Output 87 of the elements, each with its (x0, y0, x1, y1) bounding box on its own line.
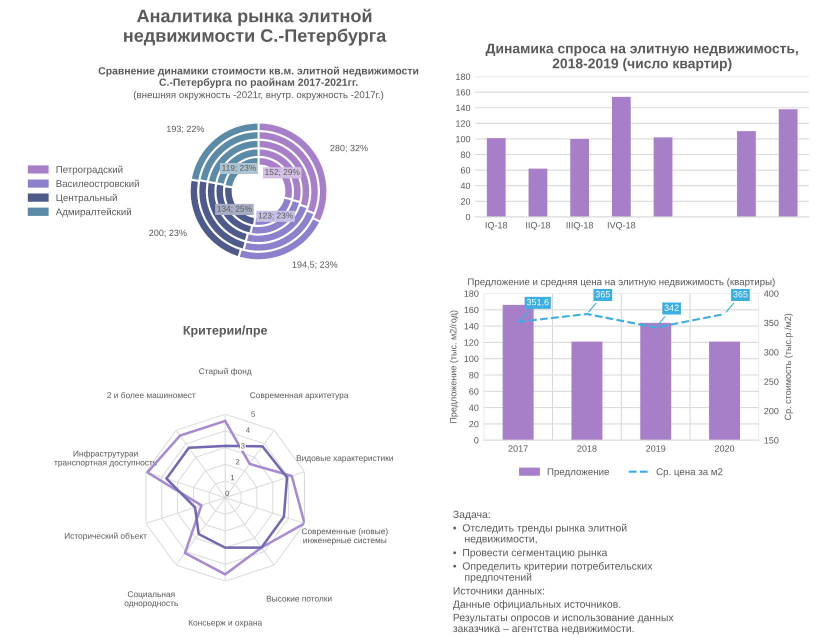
x-tick-label: IQ-18 (486, 222, 508, 230)
y-tick-label: 40 (460, 182, 470, 190)
y2-tick-label: 150 (764, 437, 779, 444)
y-tick-label: 60 (469, 388, 479, 395)
data-label: 365 (596, 291, 610, 298)
y-tick-label: 100 (456, 136, 470, 142)
text: • Определить критерии потребительских предпочтений (453, 562, 652, 583)
y-tick-label: 180 (464, 290, 479, 297)
bar (612, 96, 631, 217)
bar (640, 322, 672, 440)
data-label: 194,5; 23% (292, 261, 338, 269)
text: Аналитика рынка элитной недвижимости С.-Петербурга (124, 8, 386, 46)
bar (654, 137, 672, 217)
chart-title: Предложение и средняя цена на элитную недвижимость (квартиры) (468, 278, 775, 288)
data-label: 134; 25% (217, 206, 252, 213)
y-tick-label: 0 (474, 437, 479, 444)
y-tick-label: 120 (456, 120, 470, 127)
text: • Провести сегментацию рынка (453, 549, 608, 558)
y-tick-label: 20 (460, 198, 470, 205)
bar (571, 342, 602, 440)
x-tick-label: IIIQ-18 (566, 222, 594, 230)
chart-title: Динамика спроса на элитную недвижимость, 2018-2019 (число квартир) (486, 44, 798, 72)
data-label: 200; 23% (149, 230, 187, 238)
bar (486, 138, 506, 217)
bar (570, 138, 590, 217)
spoke-label: Социальная однородность (124, 591, 178, 608)
data-label: 280; 32% (330, 144, 368, 152)
x-tick-label: 2018 (577, 445, 597, 452)
data-label: 123; 23% (258, 212, 293, 220)
bar (528, 168, 548, 217)
y-tick-label: 0 (466, 214, 470, 220)
y-tick-label: 80 (460, 152, 470, 158)
y-axis-title: Предложение (тыс. м2/год) (450, 310, 458, 423)
legend-label: Адмиралтейский (56, 208, 131, 218)
text: Данные официальных источников. (452, 600, 620, 610)
y-tick-label: 80 (469, 372, 479, 378)
spoke-label: Видовые характеристики (296, 455, 393, 463)
y-tick-label: 160 (464, 306, 479, 314)
x-tick-label: 2020 (714, 445, 734, 452)
y-tick-label: 180 (456, 74, 470, 80)
y2-tick-label: 400 (764, 290, 779, 297)
spoke-label: Современная архитетура (250, 392, 348, 400)
y2-axis-title: Ср. стоимость (тыс.р./м2) (784, 314, 793, 420)
chart-subtitle: (внешняя окружность -2021г, внутр. окружность -2017г.) (134, 91, 384, 100)
y2-tick-label: 250 (764, 378, 779, 385)
spoke-label: Старый фонд (199, 368, 252, 376)
y-tick-label: 100 (464, 356, 479, 362)
chart-title: Критерии/пре (184, 326, 268, 338)
data-label: 119; 23% (222, 164, 256, 172)
chart-title: Сравнение динамики стоимости кв.м. элитной недвижимости С.-Петербурга по раойнам 2017-2021гг. (98, 66, 418, 88)
data-label: 351,6 (526, 298, 549, 306)
text: Источники данных: (454, 587, 544, 596)
text: Результаты опросов и использование данных заказчика – агентства недвижимости. (453, 614, 674, 634)
y-tick-label: 120 (464, 339, 479, 346)
legend-label: Центральный (56, 194, 117, 204)
x-tick-label: IVQ-18 (608, 222, 636, 230)
y-tick-label: 160 (456, 89, 470, 96)
spoke-label: Исторический объект (64, 532, 147, 540)
y2-tick-label: 350 (764, 320, 779, 326)
x-tick-label: 2019 (646, 445, 666, 452)
y2-tick-label: 300 (764, 349, 779, 356)
y-tick-label: 140 (456, 104, 470, 112)
legend-label: Предложение (548, 468, 609, 478)
data-label: 342 (664, 304, 679, 311)
legend-label: Петроградский (56, 166, 122, 175)
spoke-label: Консьерж и охрана (188, 620, 262, 628)
bar (502, 304, 534, 440)
spoke-label: Современные (новые) инженерные системы (302, 528, 388, 545)
data-label: 193; 22% (166, 126, 204, 134)
x-tick-label: IIQ-18 (526, 222, 550, 230)
text: • Отследить тренды рынка элитной недвижимости, (453, 524, 626, 544)
y-tick-label: 40 (469, 404, 479, 411)
data-label: 152; 29% (265, 169, 300, 176)
bar (737, 131, 756, 217)
spoke-label: 2 и более машиномест (107, 392, 196, 398)
x-tick-label: 2017 (508, 445, 528, 452)
y-tick-label: 20 (469, 420, 479, 428)
y-tick-label: 60 (460, 167, 470, 174)
y2-tick-label: 200 (764, 408, 779, 414)
y-tick-label: 140 (464, 323, 479, 330)
data-label: 365 (733, 291, 748, 298)
legend-label: Ср. цена за м2 (656, 468, 722, 478)
legend-label: Василеостровский (56, 180, 139, 189)
bar (778, 109, 798, 217)
bar (709, 342, 740, 440)
spoke-label: Высокие потолки (266, 596, 332, 602)
text: Задача: (453, 510, 490, 520)
